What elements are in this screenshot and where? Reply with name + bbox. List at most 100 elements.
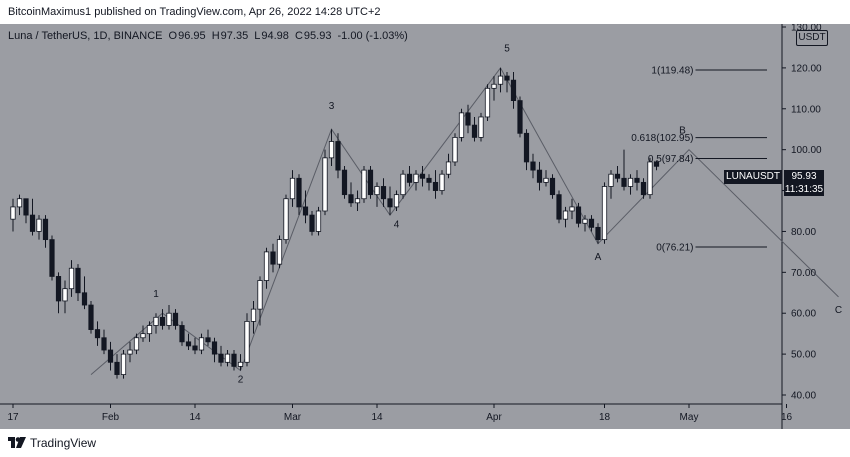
candle-body: [621, 177, 627, 187]
time-ticks: 17 Feb 14 Mar 14 Apr 18 May 16: [7, 404, 792, 423]
candle-body: [361, 169, 367, 200]
candle-body: [588, 218, 595, 228]
candle-down: [348, 182, 354, 207]
candle-body: [211, 341, 218, 355]
candle-body: [172, 312, 179, 326]
candle-down: [211, 337, 218, 363]
candle-body: [81, 292, 88, 306]
candle-body: [88, 304, 94, 330]
candle-up: [361, 166, 367, 203]
candle-body: [426, 177, 432, 183]
candle-up: [627, 174, 634, 195]
candle-body: [257, 280, 263, 310]
candle-up: [153, 313, 159, 334]
candle-body: [491, 83, 497, 89]
time-tick-label: 18: [599, 412, 611, 423]
candle-down: [101, 329, 107, 355]
candle-body: [62, 288, 68, 302]
time-tick-label: 17: [7, 412, 19, 423]
candle-up: [133, 333, 140, 355]
candle-down: [75, 264, 81, 301]
candle-body: [543, 177, 549, 183]
candle-body: [458, 112, 465, 138]
candle-down: [29, 198, 36, 236]
candle-up: [484, 84, 491, 122]
candle-up: [354, 190, 361, 211]
candle-body: [55, 276, 62, 302]
wave-labels: 1 2 3 4 5 A B C: [153, 44, 842, 386]
change-value: -1.00 (-1.03%): [337, 30, 408, 42]
candle-body: [120, 353, 127, 375]
candle-up: [400, 170, 406, 199]
candle-down: [432, 170, 439, 199]
candle-down: [523, 129, 530, 171]
candle-body: [556, 194, 562, 220]
high-value: 97.35: [220, 30, 249, 42]
candle-body: [530, 161, 536, 171]
candle-up: [68, 260, 75, 297]
candle-body: [634, 177, 640, 183]
candle-down: [653, 160, 660, 171]
candle-down: [107, 341, 114, 371]
wave-label: 5: [504, 44, 510, 55]
candle-up: [237, 354, 244, 371]
candle-body: [608, 173, 614, 187]
candle-down: [81, 276, 88, 310]
candle-body: [49, 239, 55, 277]
candle-body: [309, 214, 315, 232]
candle-body: [107, 349, 114, 363]
candle-body: [601, 186, 608, 241]
candle-down: [88, 300, 94, 334]
price-tick-label: 80.00: [791, 227, 816, 238]
candle-up: [166, 305, 172, 330]
candle-up: [458, 108, 465, 142]
candle-down: [296, 174, 302, 216]
price-chart[interactable]: 1(119.48) 0.618(102.95) 0.5(97.84) 0(76.21)…: [0, 24, 850, 429]
candle-up: [582, 215, 588, 232]
chart-frame[interactable]: 1(119.48) 0.618(102.95) 0.5(97.84) 0(76.21)…: [0, 24, 850, 429]
open-value: 96.95: [178, 30, 206, 42]
candle-body: [380, 186, 387, 200]
price-tick-label: 100.00: [791, 145, 822, 156]
candle-up: [543, 170, 549, 187]
candle-down: [218, 345, 224, 367]
currency-badge[interactable]: USDT: [796, 30, 828, 46]
tradingview-footer[interactable]: TradingView: [8, 434, 96, 452]
candle-body: [653, 161, 660, 167]
candle-body: [478, 116, 484, 138]
candle-down: [614, 166, 621, 183]
candle-up: [478, 112, 484, 142]
wave-label: A: [595, 252, 602, 263]
candle-down: [406, 166, 413, 187]
candle-body: [75, 267, 81, 294]
tradingview-logo-icon: [8, 437, 26, 449]
candle-down: [556, 190, 562, 224]
candle-down: [55, 272, 62, 314]
candle-up: [413, 170, 419, 191]
candle-body: [335, 141, 341, 171]
candle-up: [224, 350, 231, 367]
candle-body: [146, 325, 153, 335]
candle-up: [16, 194, 23, 216]
candle-down: [159, 309, 166, 330]
candle-up: [127, 341, 133, 363]
candle-body: [198, 337, 205, 351]
close-value: 95.93: [303, 30, 332, 42]
candle-down: [419, 166, 426, 187]
candle-down: [517, 96, 523, 138]
candle-body: [367, 169, 374, 196]
candle-body: [29, 214, 36, 232]
time-tick-label: Mar: [284, 412, 302, 423]
candle-down: [270, 243, 276, 273]
ticker-label: LUNAUSDT: [724, 170, 782, 184]
candle-body: [36, 218, 42, 232]
price-tick-label: 130.00: [791, 24, 822, 34]
candle-body: [218, 353, 224, 363]
candle-body: [192, 345, 198, 351]
candle-down: [536, 161, 543, 191]
candle-body: [328, 141, 335, 159]
open-label: O: [168, 30, 178, 42]
candle-up: [608, 170, 614, 199]
candle-up: [146, 321, 153, 342]
candle-up: [10, 198, 16, 232]
